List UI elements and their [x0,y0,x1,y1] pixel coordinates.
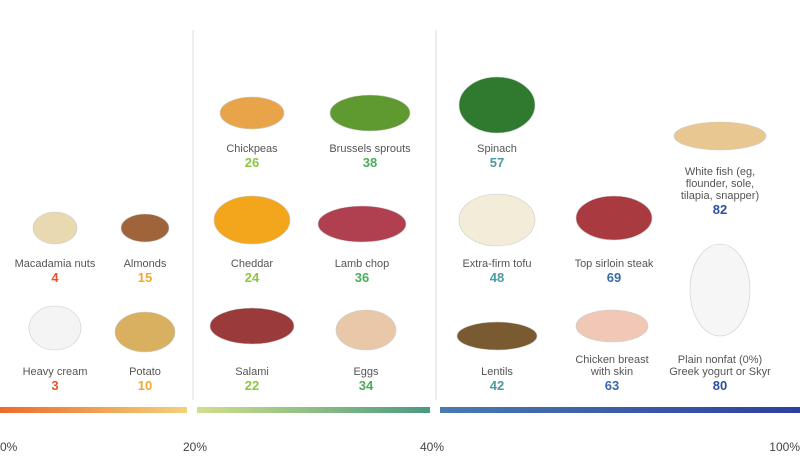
food-image [329,94,411,132]
protein-value: 24 [244,270,260,285]
food-name: Spinach [477,143,517,155]
food-image [575,195,653,241]
scale-bar [0,407,187,413]
food-name: Chickpeas [226,143,278,155]
food-name: Extra-firm tofu [462,258,532,270]
food-name: Eggs [353,366,379,378]
food-image [458,193,536,247]
protein-value: 48 [489,270,505,285]
protein-value: 82 [712,202,728,217]
protein-value: 57 [489,155,505,170]
food-image [209,307,295,345]
scale-label: 100% [769,440,800,454]
food-name: Lamb chop [334,258,390,270]
food-name: Top sirloin steak [574,258,654,270]
food-name: Heavy cream [22,366,88,378]
protein-value: 15 [137,270,153,285]
food-name: tilapia, snapper) [680,190,760,202]
protein-value: 63 [604,378,620,393]
food-name: Cheddar [230,258,274,270]
food-image [120,213,170,243]
protein-value: 69 [606,270,622,285]
food-name: with skin [590,366,634,378]
scale-label: 40% [419,440,445,454]
protein-value: 4 [51,270,59,285]
food-name: Macadamia nuts [14,258,96,270]
protein-value: 34 [358,378,374,393]
food-name: Lentils [481,366,513,378]
protein-value: 42 [489,378,505,393]
food-name: White fish (eg, [684,166,756,178]
food-image [114,311,176,353]
food-name: Chicken breast [575,354,649,366]
protein-value: 80 [712,378,728,393]
food-image [458,76,536,134]
protein-value: 38 [362,155,378,170]
food-image [335,309,397,351]
protein-value: 10 [137,378,153,393]
scale-bar [197,407,430,413]
food-name: Greek yogurt or Skyr [669,366,771,378]
food-name: Almonds [123,258,167,270]
scale-label: 0% [0,440,18,454]
scale-label: 20% [182,440,208,454]
protein-value: 3 [51,378,59,393]
food-name: Potato [129,366,161,378]
food-image [317,205,407,243]
protein-value: 22 [244,378,260,393]
protein-value: 26 [244,155,260,170]
food-image [689,243,751,337]
food-image [575,309,649,343]
food-name: Brussels sprouts [329,143,411,155]
food-image [219,96,285,130]
food-image [28,305,82,351]
food-image [456,321,538,351]
food-name: flounder, sole, [685,178,755,190]
food-name: Salami [235,366,269,378]
food-name: Plain nonfat (0%) [677,354,763,366]
food-image [213,195,291,245]
food-image [673,121,767,151]
protein-value: 36 [354,270,370,285]
food-image [32,211,78,245]
scale-bar [440,407,800,413]
